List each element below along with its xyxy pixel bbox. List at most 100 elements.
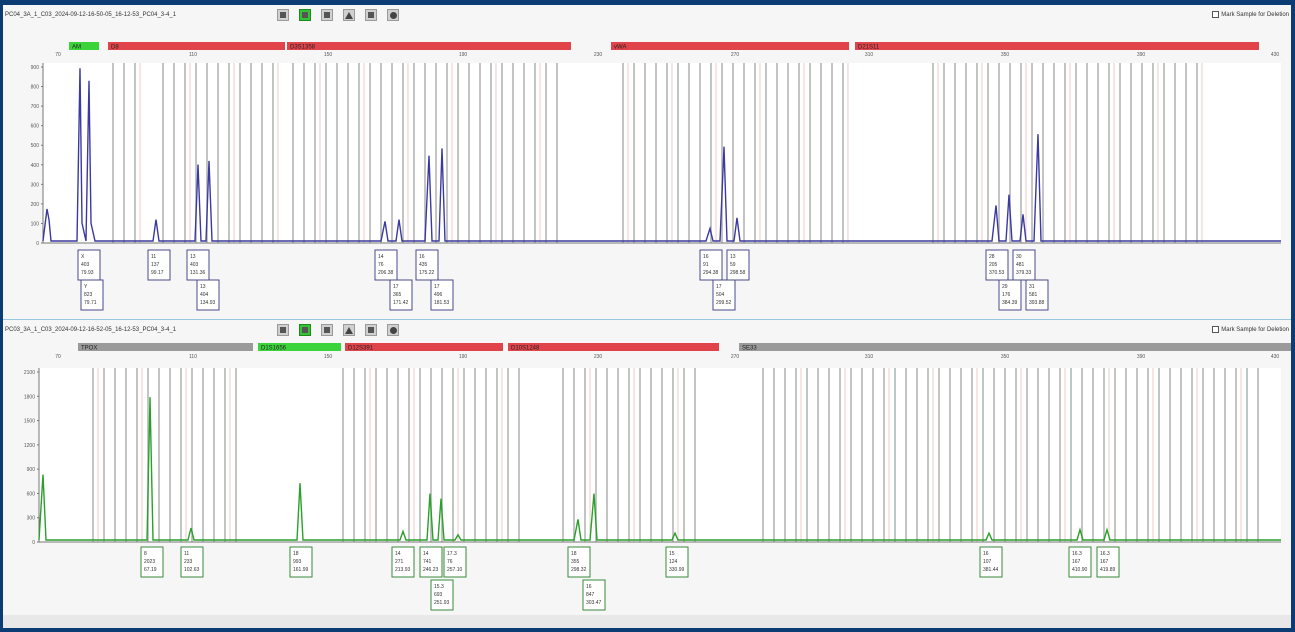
allele-label-line: 384.39	[1002, 300, 1018, 306]
allele-label[interactable]: 28 205 370.53	[985, 249, 1009, 281]
allele-label[interactable]: 14 76 206.38	[374, 249, 398, 281]
allele-label-line: 91	[703, 262, 709, 268]
allele-label-line: 246.23	[423, 567, 439, 573]
table-icon	[324, 327, 330, 333]
allele-label[interactable]: 29 176 384.39	[998, 279, 1022, 311]
marker-bar[interactable]	[611, 42, 849, 50]
allele-label[interactable]: 17 365 171.42	[389, 279, 413, 311]
x-tick-label: 230	[594, 52, 603, 58]
allele-label-line: 2023	[144, 559, 155, 565]
allele-label-box	[1025, 279, 1049, 311]
allele-label[interactable]: 11 233 102.63	[180, 546, 204, 578]
x-tick-label: 390	[1137, 52, 1146, 58]
allele-label-line: 99.17	[151, 270, 164, 276]
allele-label-box	[699, 249, 723, 281]
marker-name: vWA	[614, 45, 626, 51]
allele-label[interactable]: 16 107 381.44	[979, 546, 1003, 578]
allele-label[interactable]: 31 581 393.88	[1025, 279, 1049, 311]
allele-label[interactable]: 16.3 167 419.89	[1096, 546, 1120, 578]
dye-toggle-button[interactable]	[299, 324, 311, 336]
allele-label[interactable]: 8 2023 67.19	[140, 546, 164, 578]
x-tick-label: 430	[1271, 52, 1280, 58]
marker-bar[interactable]	[739, 343, 1291, 351]
allele-label[interactable]: 13 59 298.58	[726, 249, 750, 281]
settings-button[interactable]	[387, 324, 399, 336]
allele-label[interactable]: 13 404 134.93	[196, 279, 220, 311]
mark-deletion-control[interactable]: Mark Sample for Deletion	[1212, 326, 1289, 333]
allele-label-line: 294.38	[703, 270, 719, 276]
export-button[interactable]	[365, 9, 377, 21]
allele-label[interactable]: 15 124 330.99	[665, 546, 689, 578]
allele-label-line: 481	[1016, 262, 1025, 268]
allele-label[interactable]: 16 91 294.38	[699, 249, 723, 281]
x-tick-label: 70	[55, 354, 61, 360]
marker-name: AM	[72, 45, 81, 51]
settings-button[interactable]	[387, 9, 399, 21]
marker-bar[interactable]	[345, 343, 503, 351]
marker-name: D10S1248	[511, 346, 540, 352]
allele-label[interactable]: 11 137 99.17	[147, 249, 171, 281]
peak-button[interactable]	[343, 324, 355, 336]
allele-label-box	[140, 546, 164, 578]
view-button[interactable]	[277, 9, 289, 21]
allele-label-line: 15.3	[434, 584, 444, 590]
allele-label[interactable]: 14 271 213.93	[391, 546, 415, 578]
plot-area	[43, 63, 1281, 243]
allele-label[interactable]: 18 355 298.32	[567, 546, 591, 578]
signal-trace	[38, 397, 1281, 541]
marker-bar[interactable]	[855, 42, 1259, 50]
marker-bar[interactable]	[69, 42, 99, 50]
allele-label-line: 847	[586, 592, 595, 598]
marker-bar[interactable]	[108, 42, 285, 50]
allele-label-line: 124	[669, 559, 678, 565]
allele-label-line: 16	[586, 584, 592, 590]
allele-label[interactable]: 16.3 167 410.90	[1068, 546, 1092, 578]
allele-label[interactable]: X 403 79.93	[77, 249, 101, 281]
allele-label[interactable]: 18 993 161.99	[289, 546, 313, 578]
signal-trace	[42, 68, 1281, 242]
allele-label-box	[567, 546, 591, 578]
allele-label[interactable]: 16 435 175.22	[415, 249, 439, 281]
dye-toggle-button[interactable]	[299, 9, 311, 21]
allele-label[interactable]: 17.3 76 257.10	[443, 546, 467, 578]
peak-icon	[345, 11, 353, 19]
table-button[interactable]	[321, 324, 333, 336]
allele-label[interactable]: 16 847 303.47	[582, 579, 606, 611]
marker-bar[interactable]	[258, 343, 341, 351]
x-tick-label: 70	[55, 52, 61, 58]
view-button[interactable]	[277, 324, 289, 336]
mark-deletion-control[interactable]: Mark Sample for Deletion	[1212, 11, 1289, 18]
allele-label-line: 11	[151, 254, 156, 260]
allele-label-line: 381.44	[983, 567, 999, 573]
allele-label[interactable]: 14 741 246.23	[419, 546, 443, 578]
allele-label[interactable]: 17 504 299.52	[712, 279, 736, 311]
allele-label-line: 823	[84, 292, 93, 298]
allele-label[interactable]: 13 403 131.36	[186, 249, 210, 281]
allele-label[interactable]: 30 481 379.33	[1012, 249, 1036, 281]
allele-label[interactable]: 15.3 693 251.93	[430, 579, 454, 611]
dye-icon	[302, 327, 308, 333]
table-button[interactable]	[321, 9, 333, 21]
mark-deletion-checkbox[interactable]	[1212, 326, 1220, 333]
x-tick-label: 190	[459, 354, 468, 360]
allele-label-line: 370.53	[989, 270, 1005, 276]
allele-label[interactable]: Y 823 79.71	[80, 279, 104, 311]
allele-label-line: 11	[184, 551, 189, 557]
x-tick-label: 270	[731, 52, 740, 58]
marker-bar[interactable]	[508, 343, 719, 351]
allele-label-box	[80, 279, 104, 311]
allele-label-line: 993	[293, 559, 302, 565]
marker-bar[interactable]	[287, 42, 571, 50]
allele-label[interactable]: 17 496 181.53	[430, 279, 454, 311]
x-tick-label: 390	[1137, 354, 1146, 360]
marker-bar[interactable]	[78, 343, 253, 351]
y-tick-label: 900	[27, 467, 36, 473]
y-tick-label: 900	[31, 65, 40, 71]
mark-deletion-checkbox[interactable]	[1212, 11, 1220, 18]
marker-name: SE33	[742, 346, 757, 352]
x-tick-label: 110	[189, 52, 197, 58]
export-button[interactable]	[365, 324, 377, 336]
peak-button[interactable]	[343, 9, 355, 21]
